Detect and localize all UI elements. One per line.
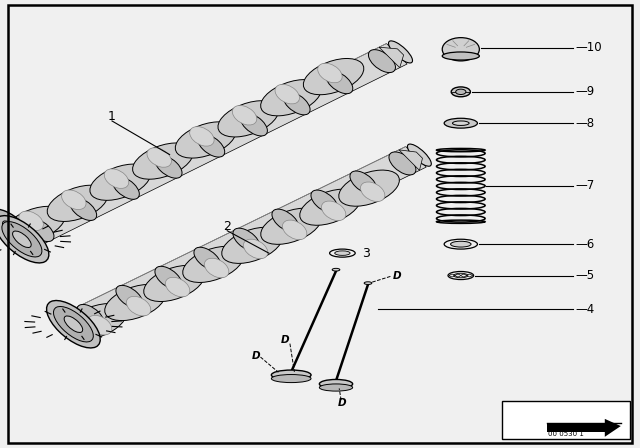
Ellipse shape (189, 127, 214, 146)
Ellipse shape (408, 144, 431, 166)
Ellipse shape (233, 228, 260, 251)
Polygon shape (15, 43, 407, 248)
Ellipse shape (70, 198, 97, 220)
Text: —5: —5 (575, 269, 595, 282)
Ellipse shape (282, 220, 307, 240)
Ellipse shape (77, 305, 104, 327)
Ellipse shape (452, 121, 469, 125)
Text: —7: —7 (575, 179, 595, 193)
Text: 1: 1 (108, 110, 116, 123)
Ellipse shape (332, 268, 340, 271)
Ellipse shape (104, 169, 129, 188)
Text: D: D (280, 336, 289, 345)
Ellipse shape (321, 201, 346, 220)
Ellipse shape (127, 297, 151, 316)
Ellipse shape (3, 221, 19, 235)
Ellipse shape (339, 170, 399, 206)
Ellipse shape (232, 106, 257, 125)
Ellipse shape (198, 134, 225, 157)
Ellipse shape (13, 231, 31, 247)
Polygon shape (399, 150, 422, 170)
Ellipse shape (19, 211, 44, 231)
Ellipse shape (364, 282, 372, 284)
Ellipse shape (442, 52, 479, 60)
FancyBboxPatch shape (502, 401, 630, 439)
Polygon shape (67, 146, 426, 333)
Text: D: D (338, 398, 347, 408)
Polygon shape (379, 47, 404, 68)
Ellipse shape (243, 239, 268, 258)
Ellipse shape (260, 80, 321, 116)
Ellipse shape (218, 101, 278, 137)
Ellipse shape (90, 164, 150, 200)
Ellipse shape (436, 220, 485, 224)
Ellipse shape (442, 38, 479, 61)
Ellipse shape (112, 177, 140, 199)
Ellipse shape (155, 266, 182, 289)
Text: D: D (392, 271, 401, 280)
Ellipse shape (350, 171, 377, 194)
Ellipse shape (389, 152, 416, 175)
Ellipse shape (204, 258, 229, 278)
Ellipse shape (132, 143, 193, 179)
Text: —9: —9 (575, 85, 595, 99)
Ellipse shape (271, 375, 311, 383)
Text: D: D (252, 351, 260, 361)
Ellipse shape (144, 265, 204, 302)
Ellipse shape (4, 207, 65, 242)
Ellipse shape (388, 41, 413, 63)
Ellipse shape (147, 148, 172, 167)
Ellipse shape (444, 118, 477, 128)
Ellipse shape (165, 277, 190, 297)
Ellipse shape (335, 251, 350, 255)
Ellipse shape (175, 122, 236, 158)
Ellipse shape (194, 247, 221, 270)
Ellipse shape (2, 222, 42, 257)
Polygon shape (605, 419, 621, 437)
Ellipse shape (47, 185, 108, 221)
Ellipse shape (27, 219, 54, 241)
Ellipse shape (317, 63, 342, 83)
Ellipse shape (360, 182, 385, 202)
Ellipse shape (116, 285, 143, 308)
Ellipse shape (283, 92, 310, 115)
Ellipse shape (300, 189, 360, 225)
Ellipse shape (456, 89, 466, 95)
Ellipse shape (271, 370, 311, 380)
Text: 00 0530 1: 00 0530 1 (548, 431, 584, 437)
Ellipse shape (88, 315, 112, 335)
Ellipse shape (311, 190, 338, 213)
Ellipse shape (61, 190, 86, 210)
Text: —8: —8 (575, 116, 595, 130)
Ellipse shape (54, 306, 93, 342)
Ellipse shape (303, 59, 364, 95)
Ellipse shape (241, 113, 268, 136)
Ellipse shape (260, 208, 321, 244)
Ellipse shape (369, 50, 396, 73)
Ellipse shape (66, 304, 126, 340)
Ellipse shape (319, 384, 353, 391)
Ellipse shape (436, 148, 485, 152)
Ellipse shape (155, 155, 182, 178)
Ellipse shape (47, 301, 100, 348)
Ellipse shape (272, 209, 299, 232)
Ellipse shape (451, 87, 470, 97)
Ellipse shape (275, 84, 300, 104)
FancyBboxPatch shape (547, 423, 605, 432)
Text: —6: —6 (575, 237, 595, 251)
Ellipse shape (326, 71, 353, 94)
Text: 3: 3 (362, 246, 369, 260)
Text: 2: 2 (223, 220, 231, 233)
Text: —10: —10 (575, 41, 602, 55)
Ellipse shape (0, 215, 49, 263)
Text: —4: —4 (575, 302, 595, 316)
Ellipse shape (451, 241, 471, 247)
Ellipse shape (183, 246, 243, 282)
Ellipse shape (64, 316, 83, 332)
Ellipse shape (319, 379, 353, 388)
Ellipse shape (0, 209, 32, 247)
Ellipse shape (221, 227, 282, 263)
Ellipse shape (105, 284, 165, 321)
